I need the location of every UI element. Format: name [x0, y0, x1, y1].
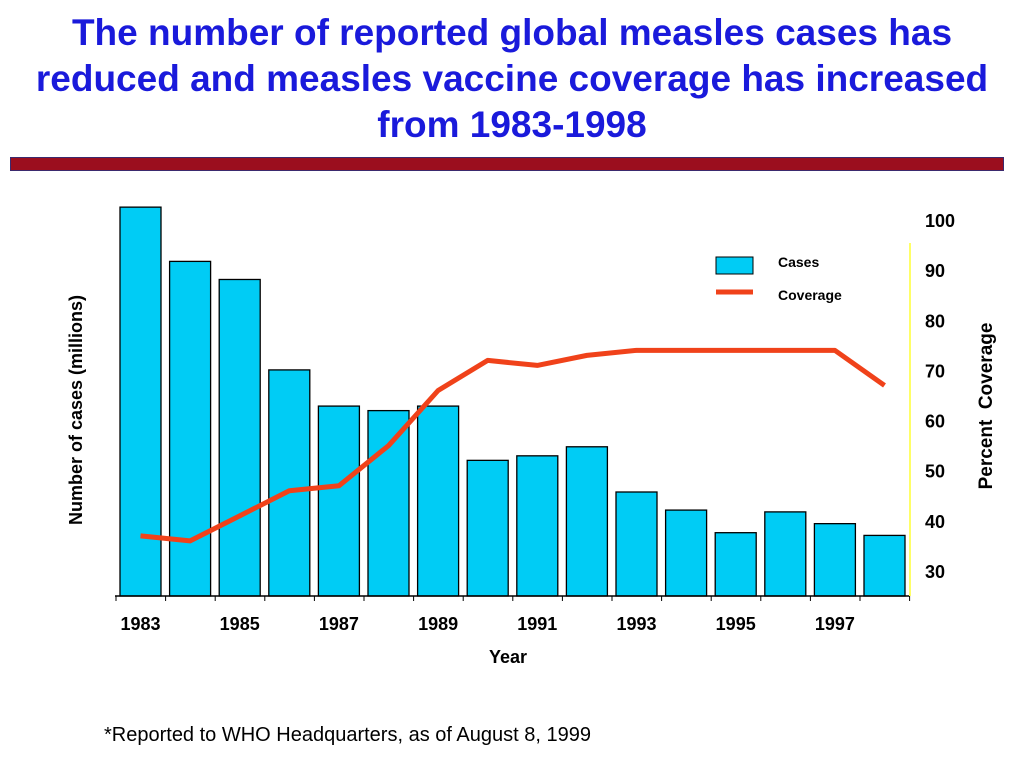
right-tick-label: 80 [925, 311, 945, 331]
bar-cases [416, 405, 460, 597]
right-tick-label: 90 [925, 261, 945, 281]
title-divider [10, 157, 1004, 171]
x-axis-ticks: 1983 1985 1987 1989 1991 1993 1995 1997 [115, 596, 911, 634]
right-axis-ticks: 100 90 80 70 60 50 40 30 [925, 211, 955, 582]
bar-cases [168, 260, 212, 597]
chart-legend: Cases Coverage [715, 254, 842, 303]
left-axis-label: Number of cases (millions) [66, 295, 86, 525]
bar-cases [268, 369, 311, 597]
bar-cases [367, 409, 410, 597]
right-tick-label: 70 [925, 361, 945, 381]
bar-cases [466, 459, 509, 597]
legend-label-cases: Cases [778, 254, 819, 270]
bar-cases [813, 523, 857, 597]
bar-cases [863, 534, 906, 597]
slide-title: The number of reported global measles ca… [35, 12, 989, 145]
axes-layer: 1983 1985 1987 1989 1991 1993 1995 1997 100 90 80… [66, 211, 997, 667]
right-tick-label: 100 [925, 211, 955, 231]
right-tick-label: 30 [925, 562, 945, 582]
x-tick-label: 1997 [815, 614, 855, 634]
right-axis-label: Percent Coverage [976, 323, 997, 490]
bar-cases [764, 511, 807, 597]
x-tick-label: 1987 [319, 614, 359, 634]
right-tick-label: 50 [925, 462, 945, 482]
x-tick-label: 1989 [418, 614, 458, 634]
coverage-line-layer [140, 347, 886, 544]
x-tick-label: 1995 [716, 614, 756, 634]
bar-cases [317, 405, 361, 597]
bar-cases [615, 491, 658, 597]
bar-cases [119, 206, 162, 597]
legend-label-coverage: Coverage [778, 287, 842, 303]
bar-cases [218, 278, 261, 597]
bar-cases [516, 455, 559, 597]
legend-swatch-cases [715, 256, 754, 275]
bar-cases [664, 509, 708, 597]
x-tick-label: 1985 [220, 614, 260, 634]
x-tick-label: 1993 [616, 614, 656, 634]
x-tick-label: 1983 [120, 614, 160, 634]
bars-layer [119, 206, 906, 597]
bar-cases [714, 532, 757, 597]
right-tick-label: 60 [925, 412, 945, 432]
x-tick-label: 1991 [517, 614, 557, 634]
x-axis-label: Year [489, 647, 527, 667]
bar-cases [565, 446, 609, 597]
right-tick-label: 40 [925, 512, 945, 532]
footnote: *Reported to WHO Headquarters, as of Aug… [104, 724, 591, 746]
coverage-line [140, 347, 886, 544]
